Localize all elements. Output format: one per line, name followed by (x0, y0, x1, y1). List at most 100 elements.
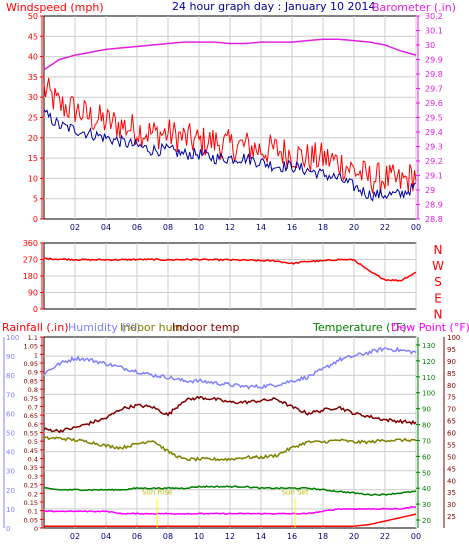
temperature-tick-label: 110 (422, 374, 435, 382)
dewpoint-tick-label: 65 (447, 418, 456, 426)
rain-tick-label: 0.2 (28, 490, 38, 498)
rain-tick-label: 0.6 (28, 421, 38, 429)
dewpoint-tick-label: 25 (447, 513, 456, 521)
x-tick-label: 12 (225, 532, 235, 541)
barometer-tick-label: 29 (425, 186, 435, 195)
rainfall-legend: Rainfall (.in) (2, 321, 69, 334)
wind-line (43, 77, 417, 194)
x-tick-label: 02 (70, 532, 80, 541)
temperature-tick-label: 90 (422, 406, 431, 414)
temperature-legend: Temperature (°F) (312, 321, 407, 334)
humidity-tick-label: 20 (6, 487, 15, 495)
rain-tick-label: 1.1 (28, 334, 38, 342)
temperature-humidity-panel: 02 04 06 08 10 12 14 16 18 20 22 000102030405060708… (3, 334, 460, 541)
dewpoint-tick-label: 40 (447, 477, 456, 485)
x-tick-label: 08 (163, 223, 173, 232)
dewpoint-tick-label: 50 (447, 453, 456, 461)
x-tick-label: 00 (411, 532, 421, 541)
wind-tick-label: 10 (28, 174, 38, 183)
rain-tick-label: 0.4 (28, 456, 38, 464)
wind-tick-label: 45 (28, 32, 38, 41)
indoor_temp-line (43, 395, 417, 434)
barometer-tick-label: 30 (425, 41, 435, 50)
dewpoint-tick-label: 60 (447, 430, 456, 438)
rain-tick-label: 0.35 (24, 464, 38, 472)
wind-tick-label: 20 (28, 134, 38, 143)
dewpoint-tick-label: 80 (447, 382, 456, 390)
indoor-hum-legend: Indoor hum (120, 321, 183, 334)
dewpoint-tick-label: 100 (447, 334, 460, 342)
rain-tick-label: 0.85 (24, 377, 38, 385)
humidity-tick-label: 60 (6, 410, 15, 418)
temperature-tick-label: 50 (422, 469, 431, 477)
temperature-tick-label: 120 (422, 358, 435, 366)
compass-label: S (434, 275, 442, 289)
x-tick-label: 16 (287, 532, 297, 541)
rain-tick-label: 1 (34, 351, 38, 359)
rain-tick-label: 0.65 (24, 412, 38, 420)
x-tick-label: 06 (132, 223, 142, 232)
barometer-tick-label: 29.6 (425, 99, 443, 108)
x-tick-label: 14 (256, 223, 266, 232)
barometer-tick-label: 29.5 (425, 114, 443, 123)
rain-tick-label: 0.75 (24, 395, 38, 403)
temperature-line (43, 485, 417, 496)
dewpoint-tick-label: 95 (447, 346, 456, 354)
sun-marker-label: Sun Set (282, 489, 309, 497)
dewpoint-legend: Dew Point (°F) (391, 321, 469, 334)
wind_avg-line (43, 109, 417, 202)
direction-tick-label: 90 (28, 289, 38, 298)
rain-tick-label: 0.7 (28, 403, 38, 411)
barometer-tick-label: 29.8 (425, 70, 443, 79)
x-tick-label: 16 (287, 223, 297, 232)
x-tick-label: 22 (380, 223, 390, 232)
humidity-tick-label: 50 (6, 430, 15, 438)
humidity-line (43, 346, 417, 390)
barometer-tick-label: 29.1 (425, 172, 443, 181)
dewpoint-tick-label: 70 (447, 406, 456, 414)
barometer-tick-label: 29.9 (425, 56, 443, 65)
rain-tick-label: 0.45 (24, 447, 38, 455)
temperature-tick-label: 80 (422, 422, 431, 430)
humidity-tick-label: 80 (6, 372, 15, 380)
humidity-tick-label: 30 (6, 468, 15, 476)
x-tick-label: 08 (163, 532, 173, 541)
rain-tick-label: 0 (34, 525, 38, 533)
direction-tick-label: 270 (23, 256, 38, 265)
rain-tick-label: 0.25 (24, 482, 38, 490)
x-tick-label: 10 (194, 532, 204, 541)
rain-tick-label: 0.55 (24, 430, 38, 438)
rain-tick-label: 0.8 (28, 386, 38, 394)
x-tick-label: 18 (318, 223, 328, 232)
wind-tick-label: 15 (28, 154, 38, 163)
x-tick-label: 12 (225, 223, 235, 232)
wind-barometer-panel: 02 04 06 08 10 12 14 16 18 20 22 000510152025303540… (28, 12, 443, 232)
barometer-axis-label: Barometer (.in) (372, 1, 456, 14)
wind-tick-label: 50 (28, 12, 38, 21)
dewpoint-line (43, 506, 417, 515)
wind-direction-line (43, 257, 417, 282)
graph-title: 24 hour graph day : January 10 2014 (172, 0, 376, 13)
humidity-legend: Humidity (%) (68, 321, 140, 334)
x-tick-label: 04 (101, 532, 111, 541)
temperature-tick-label: 20 (422, 517, 431, 525)
wind-tick-label: 5 (33, 195, 38, 204)
wind-tick-label: 0 (33, 215, 38, 224)
dewpoint-tick-label: 75 (447, 394, 456, 402)
compass-label: E (434, 291, 442, 305)
x-tick-label: 06 (132, 532, 142, 541)
dewpoint-tick-label: 90 (447, 358, 456, 366)
humidity-tick-label: 90 (6, 353, 15, 361)
barometer-tick-label: 28.8 (425, 215, 443, 224)
rain-tick-label: 0.9 (28, 369, 38, 377)
temperature-tick-label: 100 (422, 390, 435, 398)
x-tick-label: 10 (194, 223, 204, 232)
compass-label: N (434, 243, 443, 257)
humidity-tick-label: 70 (6, 391, 15, 399)
direction-tick-label: 360 (23, 239, 38, 248)
direction-tick-label: 0 (33, 305, 38, 314)
dewpoint-tick-label: 45 (447, 465, 456, 473)
humidity-tick-label: 40 (6, 449, 15, 457)
